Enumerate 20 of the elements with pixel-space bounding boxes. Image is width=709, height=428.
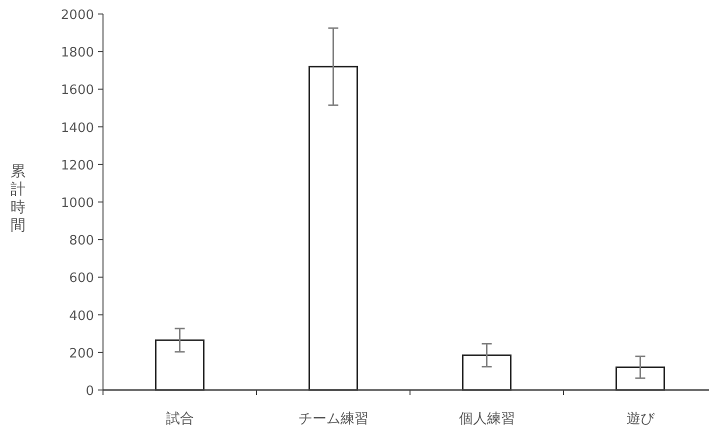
y-tick-label: 1600 [60,83,94,98]
x-tick-label: 遊び [626,411,656,427]
bar [462,354,512,391]
y-tick-label: 1200 [60,158,94,174]
y-tick-label: 0 [86,384,94,399]
bar [308,66,358,391]
y-axis-title: 累計時間 [10,162,26,234]
x-tick-label: 試合 [166,411,194,427]
y-tick-label: 1800 [60,46,94,61]
y-tick-label: 1000 [60,196,94,211]
bar [616,366,665,391]
x-tick-label: チーム練習 [298,411,368,427]
y-tick-label: 800 [69,234,94,249]
bar [155,339,204,391]
y-tick-label: 400 [69,308,94,324]
y-tick-label: 2000 [60,8,94,23]
x-tick-label: 個人練習 [458,411,515,427]
y-tick-label: 1400 [60,120,94,136]
y-tick-label: 200 [69,346,94,362]
y-tick-label: 600 [69,271,94,286]
